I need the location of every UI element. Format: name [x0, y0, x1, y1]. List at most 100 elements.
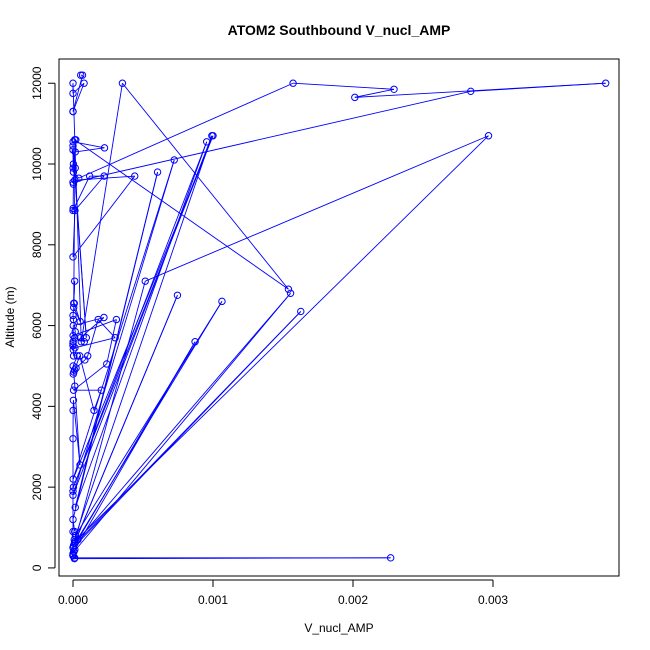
series-line-segment	[73, 141, 208, 488]
data-point	[82, 334, 91, 342]
data-point	[69, 168, 78, 176]
data-point	[69, 406, 77, 415]
series-line-segment	[97, 319, 116, 339]
data-point	[71, 164, 79, 172]
series-line-segment	[72, 159, 175, 480]
series-line-segment	[74, 301, 223, 544]
x-tick-label: 0.002	[338, 593, 368, 607]
data-point	[85, 172, 94, 180]
series-line-segment	[145, 135, 489, 282]
data-point	[69, 180, 78, 188]
data-point	[69, 146, 77, 154]
series-line-segment	[74, 135, 489, 542]
x-axis-label: V_nucl_AMP	[304, 621, 373, 635]
data-point	[100, 172, 108, 180]
data-point	[70, 535, 78, 544]
data-point	[71, 206, 79, 215]
series-line-segment	[73, 281, 76, 308]
data-point	[69, 107, 77, 116]
data-point	[73, 352, 82, 360]
series-line-segment	[72, 519, 76, 532]
data-point	[70, 299, 78, 308]
series-line-segment	[73, 311, 302, 547]
data-point	[81, 356, 89, 364]
data-point	[69, 386, 78, 394]
series-line-segment	[293, 82, 395, 90]
data-point	[71, 382, 79, 390]
series-line-segment	[73, 135, 213, 540]
series-line-segment	[79, 355, 95, 411]
data-point	[69, 352, 78, 360]
data-point	[286, 289, 295, 297]
series-line-segment	[73, 363, 108, 391]
data-point	[69, 321, 77, 330]
data-point	[70, 277, 79, 285]
data-point	[70, 303, 78, 312]
y-tick-label: 12000	[30, 66, 44, 100]
data-point	[69, 434, 77, 443]
y-tick-label: 0	[30, 564, 44, 571]
series-line-segment	[72, 303, 75, 316]
data-point	[203, 138, 211, 146]
series-line-segment	[72, 82, 85, 94]
series-line-segment	[75, 147, 105, 153]
series-line-segment	[72, 175, 91, 211]
data-point	[70, 527, 79, 536]
data-point	[69, 487, 77, 495]
data-point	[100, 144, 109, 152]
series-line-segment	[80, 83, 123, 342]
series-line-segment	[470, 82, 606, 92]
data-point	[76, 334, 85, 342]
series-line-segment	[72, 90, 471, 183]
data-point	[218, 297, 226, 306]
data-point	[103, 360, 111, 368]
data-point	[170, 156, 178, 164]
y-tick-label: 2000	[30, 473, 44, 500]
series-line-segment	[73, 295, 178, 544]
data-point	[70, 366, 79, 374]
series-line-segment	[73, 135, 214, 488]
data-point	[118, 79, 127, 87]
data-point	[111, 334, 119, 342]
y-tick-label: 4000	[30, 393, 44, 420]
data-point	[191, 338, 199, 346]
data-point	[484, 132, 493, 140]
series-line-segment	[75, 359, 86, 369]
data-point	[77, 338, 85, 346]
data-point	[69, 362, 77, 370]
series-line-segment	[106, 319, 117, 365]
y-axis-label: Altitude (m)	[3, 286, 17, 347]
data-point	[297, 307, 305, 316]
series-line-segment	[74, 301, 223, 536]
series-line-segment	[354, 88, 395, 98]
y-tick-label: 6000	[30, 312, 44, 339]
data-point	[69, 311, 77, 320]
data-point	[69, 483, 78, 491]
data-point	[90, 406, 98, 415]
data-point	[69, 491, 77, 499]
data-point	[69, 342, 77, 350]
data-point	[69, 206, 77, 215]
data-point	[69, 142, 77, 150]
plot-frame	[58, 58, 620, 577]
series-line-segment	[74, 337, 85, 343]
y-tick-label: 8000	[30, 231, 44, 258]
x-tick-label: 0.000	[58, 593, 88, 607]
x-tick-label: 0.001	[198, 593, 228, 607]
data-point	[76, 461, 84, 469]
series-line-segment	[74, 386, 81, 465]
data-point	[94, 315, 102, 324]
data-point	[69, 396, 78, 404]
data-point	[75, 174, 83, 182]
series-line-segment	[74, 292, 291, 544]
series-line-segment	[72, 175, 136, 258]
series-line-segment	[72, 400, 81, 465]
data-point	[351, 93, 359, 102]
series-line-segment	[87, 319, 99, 356]
series-line-segment	[74, 355, 81, 371]
data-point	[69, 253, 77, 261]
data-point	[131, 172, 139, 180]
data-point	[71, 344, 79, 352]
data-point	[78, 71, 87, 79]
